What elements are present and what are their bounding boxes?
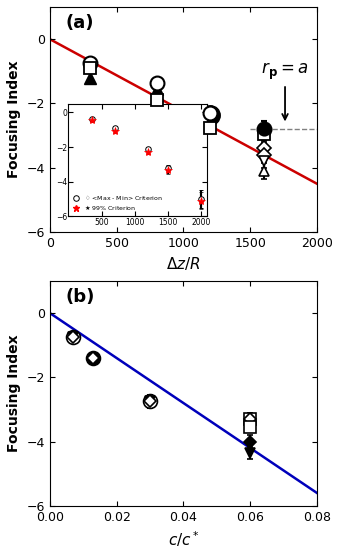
Y-axis label: Focusing Index: Focusing Index bbox=[7, 61, 21, 178]
Text: $\mathbf{\it{r}}_\mathbf{p}=\mathbf{\it{a}}$: $\mathbf{\it{r}}_\mathbf{p}=\mathbf{\it{… bbox=[261, 61, 309, 82]
Y-axis label: Focusing Index: Focusing Index bbox=[7, 335, 21, 452]
X-axis label: $c/c^*$: $c/c^*$ bbox=[168, 529, 199, 549]
Text: (a): (a) bbox=[66, 14, 94, 32]
X-axis label: $\Delta z/R$: $\Delta z/R$ bbox=[166, 256, 201, 272]
Text: (b): (b) bbox=[66, 287, 95, 306]
